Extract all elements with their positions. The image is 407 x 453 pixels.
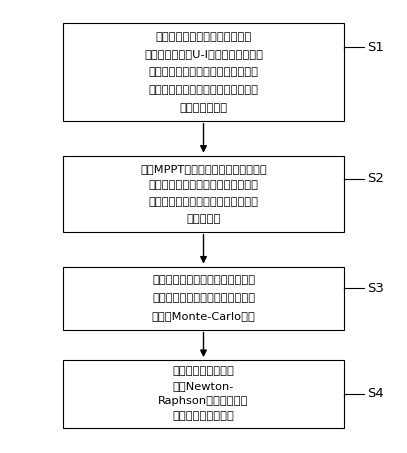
Text: 建立典型的并网型大规模集中式: 建立典型的并网型大规模集中式 [155,32,252,42]
Text: Raphson迭代算法计算: Raphson迭代算法计算 [158,396,249,406]
Text: ，根据系统中电源和负荷的概率参: ，根据系统中电源和负荷的概率参 [152,293,255,303]
Bar [63,360,344,428]
Text: S2: S2 [368,173,385,185]
Text: 基于MPPT控制算法计算典型日光照强: 基于MPPT控制算法计算典型日光照强 [140,164,267,173]
Text: 根据Newton-: 根据Newton- [173,381,234,391]
Text: 度下大规模集中式光伏发电系统输出: 度下大规模集中式光伏发电系统输出 [149,180,258,190]
Text: 数，同时，该模型的建立也需要光伏: 数，同时，该模型的建立也需要光伏 [149,85,258,95]
Text: 光伏发电系统的U-I数学模型，该模型: 光伏发电系统的U-I数学模型，该模型 [144,49,263,59]
Bar [63,156,344,232]
Text: 确定系统网架，考虑电源出力约束: 确定系统网架，考虑电源出力约束 [152,275,255,285]
Text: 电池的技术参数: 电池的技术参数 [179,103,228,113]
Bar [63,267,344,330]
Text: S3: S3 [368,282,385,295]
Text: 可以根据光照条件的变化自动调整参: 可以根据光照条件的变化自动调整参 [149,67,258,77]
Text: 电力系统的概率潮流: 电力系统的概率潮流 [173,411,234,421]
Bar [63,23,344,121]
Text: 功率的最大值，并计算输出功率的均: 功率的最大值，并计算输出功率的均 [149,198,258,207]
Text: 数进行Monte-Carlo抽样: 数进行Monte-Carlo抽样 [151,311,256,321]
Text: S4: S4 [368,387,384,400]
Text: S1: S1 [368,40,385,53]
Text: 考虑节点电压约束，: 考虑节点电压约束， [173,366,234,376]
Text: 值和均方差: 值和均方差 [186,214,221,224]
